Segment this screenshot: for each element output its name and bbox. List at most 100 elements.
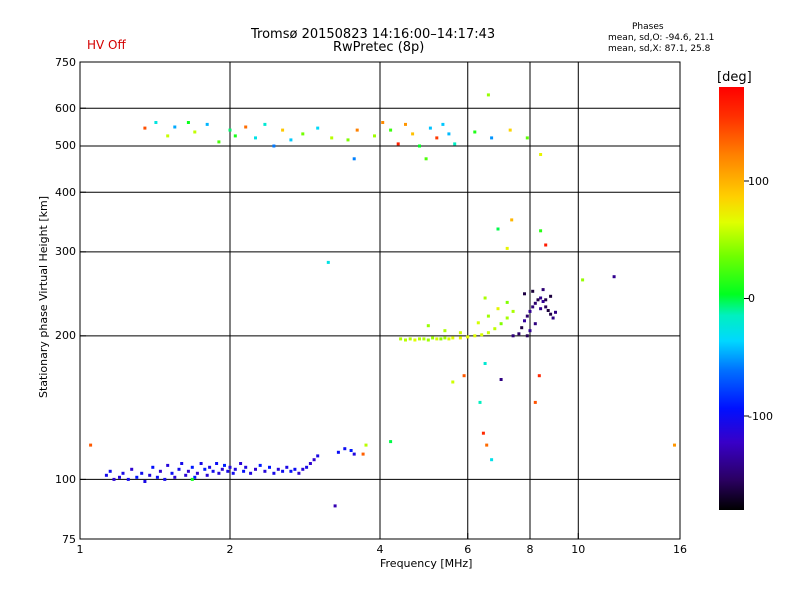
data-point xyxy=(404,122,407,126)
data-point xyxy=(451,336,455,340)
data-point xyxy=(276,467,280,471)
data-point xyxy=(177,467,181,471)
data-point xyxy=(305,465,309,469)
data-point xyxy=(544,305,548,309)
data-point xyxy=(476,321,480,325)
data-point xyxy=(336,450,340,454)
y-tick-label: 400 xyxy=(55,185,76,199)
data-point xyxy=(443,336,447,340)
data-point xyxy=(411,132,415,136)
data-point xyxy=(533,301,537,305)
data-point xyxy=(443,329,447,333)
x-axis-label: Frequency [MHz] xyxy=(380,557,473,570)
data-point xyxy=(217,140,221,144)
data-point xyxy=(549,312,553,316)
data-point xyxy=(180,462,184,465)
data-point xyxy=(539,296,543,300)
data-point xyxy=(289,469,293,473)
data-point xyxy=(173,475,177,479)
data-point xyxy=(496,227,500,231)
data-point xyxy=(462,374,466,378)
data-point xyxy=(151,465,155,469)
data-point xyxy=(148,473,152,477)
data-point xyxy=(118,475,121,479)
data-point xyxy=(531,305,535,309)
data-point xyxy=(228,465,232,469)
data-point xyxy=(268,465,271,469)
x-tick-label: 10 xyxy=(571,543,586,556)
data-point xyxy=(355,128,359,132)
data-point xyxy=(263,122,267,126)
data-point xyxy=(428,126,432,130)
data-point xyxy=(408,337,412,341)
data-point xyxy=(326,260,330,264)
data-point xyxy=(289,138,293,142)
data-point xyxy=(453,142,457,146)
data-point xyxy=(531,289,535,293)
data-point xyxy=(316,126,320,130)
chart-title: Tromsø 20150823 14:16:00–14:17:43 xyxy=(251,27,496,42)
data-point xyxy=(104,473,108,477)
data-point xyxy=(223,463,226,467)
data-point xyxy=(435,337,439,341)
data-point xyxy=(499,322,503,326)
data-point xyxy=(208,465,212,469)
data-point xyxy=(539,307,543,311)
data-point xyxy=(478,400,482,404)
data-point xyxy=(330,136,334,140)
colorbar-label: [deg] xyxy=(717,70,752,85)
data-point xyxy=(297,471,301,475)
data-point xyxy=(486,331,490,335)
data-point xyxy=(121,471,125,475)
data-point xyxy=(486,314,490,318)
data-point xyxy=(226,469,230,473)
status-hv-off: HV Off xyxy=(87,38,126,52)
data-point xyxy=(244,465,248,469)
data-point xyxy=(539,153,543,156)
y-tick-label: 200 xyxy=(55,329,76,343)
data-point xyxy=(195,471,199,475)
data-point xyxy=(242,469,246,473)
data-point xyxy=(249,471,253,475)
data-point xyxy=(525,314,529,318)
data-point xyxy=(239,462,243,465)
data-point xyxy=(447,337,451,341)
data-point xyxy=(539,229,543,233)
data-point xyxy=(533,400,537,404)
data-point xyxy=(546,309,550,312)
data-point xyxy=(154,121,158,124)
data-point xyxy=(211,469,215,473)
data-point xyxy=(343,447,347,451)
data-point xyxy=(135,475,139,479)
data-point xyxy=(333,504,337,508)
data-point xyxy=(505,246,509,250)
data-point xyxy=(505,316,509,320)
data-point xyxy=(418,337,421,341)
data-point xyxy=(184,473,188,477)
data-point xyxy=(233,134,237,138)
data-point xyxy=(186,121,190,124)
data-point xyxy=(166,134,170,138)
x-tick-label: 2 xyxy=(226,543,234,556)
data-point xyxy=(364,443,368,447)
data-point xyxy=(490,458,494,462)
data-point xyxy=(352,452,356,456)
data-point xyxy=(533,322,537,326)
data-point xyxy=(215,462,219,465)
data-point xyxy=(140,471,144,475)
data-point xyxy=(108,469,112,473)
data-point xyxy=(190,477,194,481)
data-point xyxy=(263,469,267,473)
y-tick-label: 300 xyxy=(55,245,76,259)
data-point xyxy=(511,309,515,313)
data-point xyxy=(466,335,470,339)
data-point xyxy=(158,469,162,473)
data-point xyxy=(190,465,194,469)
data-point xyxy=(346,138,350,142)
y-axis-label: Stationary phase Virtual Height [km] xyxy=(37,195,50,398)
data-point xyxy=(525,334,529,338)
data-point xyxy=(517,332,521,336)
data-point xyxy=(389,440,393,444)
data-point xyxy=(349,449,353,452)
data-point xyxy=(199,462,203,465)
